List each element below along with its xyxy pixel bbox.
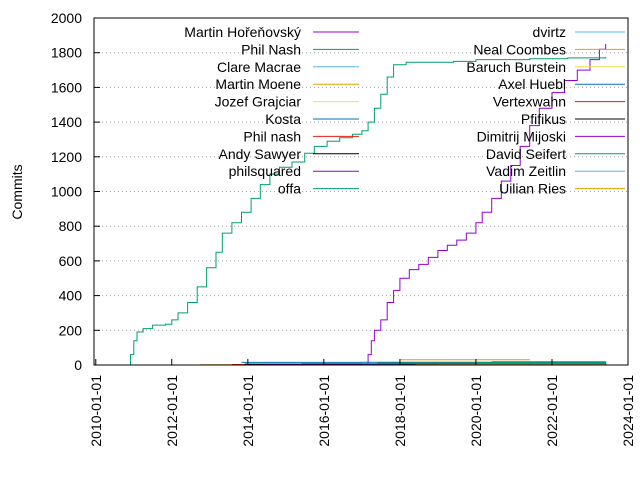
legend-label: dvirtz [533,24,566,40]
y-axis: 0 200 400 600 800 1000 1200 1400 1600 1800 2000 [51,10,100,373]
x-tick-label: 2010-01-01 [88,375,104,447]
y-tick-label: 1000 [51,184,82,200]
legend-label: Jozef Grajciar [215,94,302,110]
legend-label: Pfifikus [521,111,566,127]
y-tick-label: 400 [59,288,83,304]
y-tick-label: 800 [59,218,83,234]
legend-label: Andy Sawyer [219,146,302,162]
legend-label: philsquared [229,163,301,179]
x-tick-label: 2012-01-01 [164,375,180,447]
legend-label: Dimitrij Mijoski [477,128,566,144]
x-axis: 2010-01-01 2012-01-01 2014-01-01 2016-01-01… [88,359,636,447]
series-line [365,44,607,366]
legend-label: offa [278,181,301,197]
legend-label: Phil Nash [241,41,301,57]
y-tick-label: 2000 [51,10,82,26]
y-tick-label: 200 [59,322,83,338]
legend-label: Neal Coombes [473,41,566,57]
legend-label: Baruch Burstein [466,59,566,75]
y-tick-label: 1200 [51,149,82,165]
legend-label: Axel Huebl [498,76,566,92]
x-tick-label: 2022-01-01 [544,375,560,447]
y-tick-label: 0 [74,357,82,373]
y-tick-label: 600 [59,253,83,269]
x-tick-label: 2018-01-01 [392,375,408,447]
legend-label: Martin Hořeňovský [184,24,301,40]
legend-label: Uilian Ries [499,181,566,197]
y-tick-label: 1600 [51,79,82,95]
legend-label: Vadim Zeitlin [486,163,566,179]
legend-label: Clare Macrae [217,59,301,75]
x-tick-label: 2024-01-01 [620,375,636,447]
legend-label: Martin Moene [215,76,301,92]
x-tick-label: 2014-01-01 [240,375,256,447]
x-tick-label: 2020-01-01 [468,375,484,447]
x-tick-label: 2016-01-01 [316,375,332,447]
legend-label: Vertexwahn [493,94,566,110]
legend-label: Kosta [265,111,301,127]
y-tick-label: 1800 [51,45,82,61]
y-axis-title: Commits [9,164,25,219]
legend-label: Phil nash [243,128,301,144]
y-tick-label: 1400 [51,114,82,130]
legend-label: David Seifert [486,146,566,162]
series-line [127,57,607,366]
